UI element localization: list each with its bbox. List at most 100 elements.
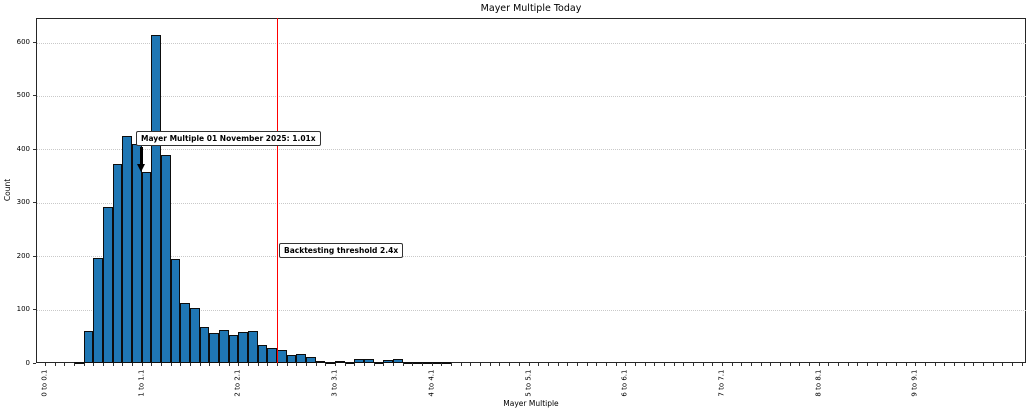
histogram-bar bbox=[267, 348, 278, 363]
y-tick-mark bbox=[33, 42, 36, 44]
x-tick-mark bbox=[789, 363, 791, 366]
histogram-bar bbox=[93, 257, 103, 363]
x-tick-mark bbox=[74, 363, 75, 366]
x-tick-mark bbox=[634, 363, 636, 366]
x-tick-mark bbox=[982, 363, 984, 366]
x-tick-mark bbox=[45, 363, 46, 366]
histogram-bar bbox=[325, 362, 336, 365]
x-tick-mark bbox=[238, 363, 240, 366]
x-tick-mark bbox=[799, 363, 801, 366]
y-gridline bbox=[37, 42, 1026, 44]
y-tick-label: 600 bbox=[16, 38, 30, 47]
y-gridline bbox=[37, 149, 1026, 151]
histogram-bar bbox=[132, 144, 142, 363]
x-tick-mark bbox=[170, 363, 172, 366]
x-tick-mark bbox=[779, 363, 781, 366]
x-tick-mark bbox=[712, 363, 714, 366]
x-tick-mark bbox=[828, 363, 830, 366]
x-tick-mark bbox=[248, 363, 250, 366]
x-tick-mark bbox=[267, 363, 269, 366]
x-tick-mark bbox=[199, 363, 201, 366]
x-tick-label: 7 to 7.1 bbox=[717, 369, 726, 397]
x-tick-mark bbox=[924, 363, 926, 366]
y-tick-mark bbox=[33, 255, 36, 257]
x-tick-mark bbox=[876, 363, 878, 366]
x-tick-mark bbox=[673, 363, 675, 366]
histogram-bar bbox=[277, 349, 287, 363]
x-tick-mark bbox=[112, 363, 114, 366]
y-tick-label: 500 bbox=[16, 91, 30, 100]
histogram-bar bbox=[74, 361, 84, 364]
x-tick-mark bbox=[895, 363, 897, 366]
histogram-bar bbox=[383, 360, 394, 363]
x-tick-mark bbox=[750, 363, 752, 366]
histogram-bar bbox=[393, 358, 403, 363]
histogram-bar bbox=[141, 172, 152, 363]
x-tick-mark bbox=[557, 363, 559, 366]
x-tick-mark bbox=[847, 363, 849, 366]
x-tick-mark bbox=[654, 363, 656, 366]
x-tick-mark bbox=[122, 363, 124, 366]
x-tick-mark bbox=[190, 363, 192, 366]
y-tick-label: 300 bbox=[16, 198, 30, 207]
histogram-bar bbox=[335, 361, 345, 364]
x-tick-mark bbox=[335, 363, 337, 366]
x-tick-label: 0 to 0.1 bbox=[40, 369, 49, 397]
x-tick-mark bbox=[538, 363, 540, 366]
x-tick-mark bbox=[934, 363, 936, 366]
x-tick-mark bbox=[277, 363, 279, 366]
chart-title: Mayer Multiple Today bbox=[480, 3, 582, 14]
x-tick-mark bbox=[209, 363, 211, 366]
x-tick-mark bbox=[315, 363, 317, 366]
x-tick-mark bbox=[431, 363, 433, 366]
histogram-bar bbox=[199, 326, 210, 363]
x-tick-mark bbox=[528, 363, 530, 366]
x-tick-mark bbox=[944, 363, 946, 366]
x-tick-mark bbox=[364, 363, 366, 366]
x-tick-mark bbox=[963, 363, 965, 366]
x-tick-mark bbox=[615, 363, 617, 366]
x-tick-mark bbox=[228, 363, 230, 366]
x-tick-mark bbox=[702, 363, 704, 366]
x-tick-mark bbox=[219, 363, 221, 366]
x-tick-mark bbox=[605, 363, 607, 366]
x-tick-mark bbox=[470, 363, 472, 366]
y-gridline bbox=[37, 256, 1026, 258]
histogram-bar bbox=[344, 361, 355, 364]
histogram-bar bbox=[190, 307, 200, 363]
annotation-backtesting-threshold: Backtesting threshold 2.4x bbox=[279, 243, 404, 258]
x-tick-mark bbox=[422, 363, 424, 366]
x-tick-mark bbox=[644, 363, 646, 366]
x-tick-mark bbox=[132, 363, 134, 366]
x-tick-mark bbox=[683, 363, 685, 366]
histogram-bar bbox=[306, 357, 316, 363]
annotation-arrow-shaft bbox=[139, 147, 143, 165]
x-tick-mark bbox=[886, 363, 888, 366]
x-tick-mark bbox=[770, 363, 772, 366]
x-tick-mark bbox=[412, 363, 414, 366]
x-tick-mark bbox=[547, 363, 549, 366]
x-tick-mark bbox=[393, 363, 395, 366]
x-tick-mark bbox=[460, 363, 462, 366]
x-tick-mark bbox=[64, 363, 66, 366]
x-tick-mark bbox=[992, 363, 994, 366]
histogram-bar bbox=[122, 136, 133, 363]
histogram-bar bbox=[431, 362, 442, 365]
histogram-bar bbox=[228, 334, 239, 363]
x-tick-mark bbox=[151, 363, 153, 366]
x-tick-mark bbox=[586, 363, 588, 366]
histogram-bar bbox=[373, 362, 384, 365]
x-tick-mark bbox=[373, 363, 375, 366]
histogram-bar bbox=[402, 361, 413, 364]
y-gridline bbox=[37, 309, 1026, 311]
x-tick-mark bbox=[808, 363, 810, 366]
annotation-mayer-multiple: Mayer Multiple 01 November 2025: 1.01x bbox=[136, 131, 321, 146]
annotation-arrow-icon bbox=[136, 164, 145, 172]
x-tick-mark bbox=[509, 363, 511, 366]
x-tick-mark bbox=[83, 363, 85, 366]
histogram-bar bbox=[209, 332, 220, 363]
histogram-bar bbox=[83, 330, 94, 363]
x-tick-mark bbox=[625, 363, 627, 366]
histogram-bar bbox=[103, 206, 113, 363]
x-tick-label: 9 to 9.1 bbox=[910, 369, 919, 397]
